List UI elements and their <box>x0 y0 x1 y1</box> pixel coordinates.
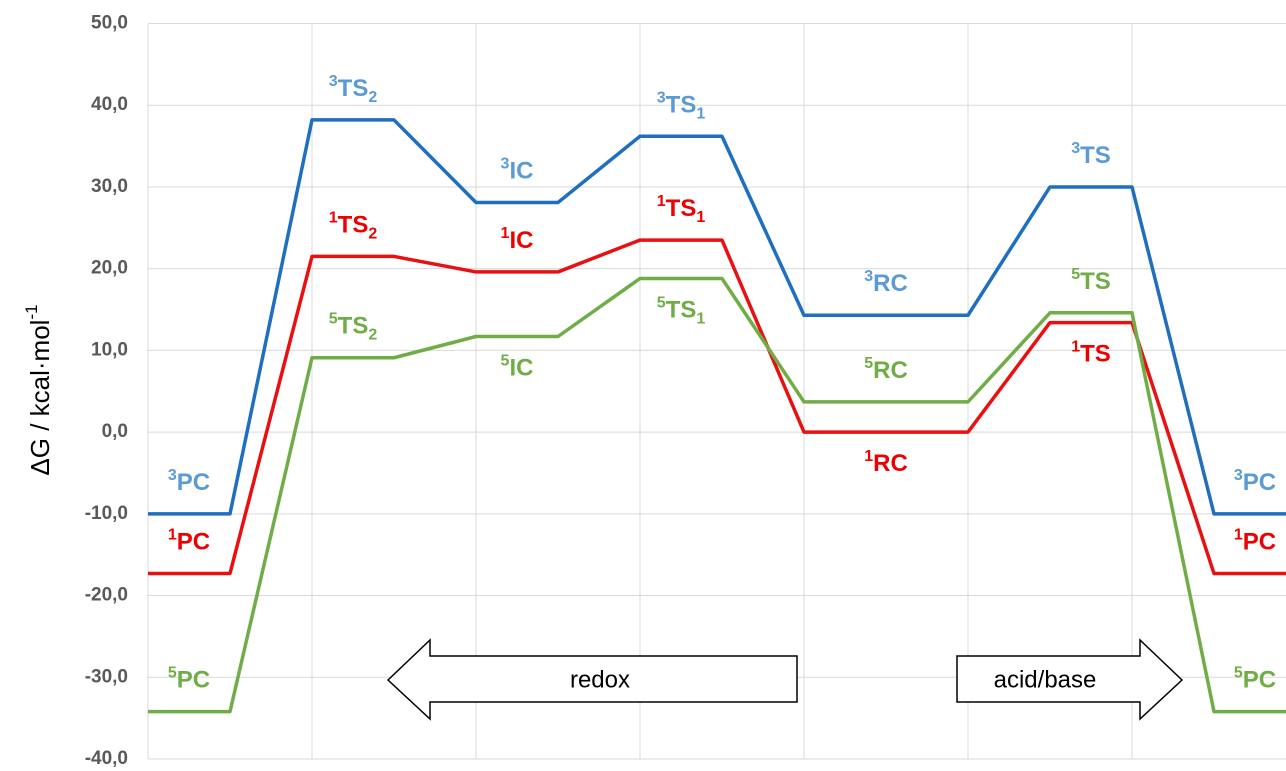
label-main: IC <box>509 158 533 185</box>
label-sub: 2 <box>368 327 377 344</box>
point-label: 3IC <box>501 156 534 185</box>
label-sup: 3 <box>329 73 338 90</box>
annotation: redox <box>570 666 630 693</box>
label-main: PC <box>1243 667 1276 694</box>
point-label: 1IC <box>501 225 534 254</box>
label-sup: 3 <box>1071 140 1080 157</box>
y-tick-label: 0,0 <box>102 421 128 442</box>
y-tick-label: 20,0 <box>91 258 128 279</box>
label-sup: 1 <box>1234 527 1243 544</box>
label-sup: 5 <box>1234 665 1243 682</box>
point-label: 1RC <box>864 448 908 477</box>
label-sup: 3 <box>501 156 510 173</box>
label-main: TS <box>1080 268 1111 295</box>
point-label: 1TS1 <box>657 193 706 226</box>
label-main: RC <box>873 450 908 477</box>
label-main: PC <box>1243 529 1276 556</box>
point-label: 3RC <box>864 268 908 297</box>
label-main: TS <box>338 212 369 239</box>
label-main: PC <box>1243 469 1276 496</box>
label-sup: 5 <box>1071 266 1080 283</box>
label-sup: 3 <box>1234 467 1243 484</box>
label-sub: 1 <box>696 209 705 226</box>
point-label: 1PC <box>1234 527 1276 556</box>
y-label-sup: -1 <box>22 304 41 319</box>
annotation: acid/base <box>994 666 1097 693</box>
y-tick-label: -40,0 <box>85 748 128 769</box>
label-main: PC <box>177 667 210 694</box>
point-label: 1TS2 <box>329 210 378 243</box>
label-sup: 5 <box>501 353 510 370</box>
label-sub: 1 <box>696 311 705 328</box>
point-label: 5PC <box>168 665 210 694</box>
label-sup: 1 <box>864 448 873 465</box>
point-label: 5RC <box>864 355 908 384</box>
y-tick-label: -10,0 <box>85 503 128 524</box>
label-sup: 1 <box>657 193 666 210</box>
series-line <box>148 276 1286 714</box>
label-main: TS <box>338 75 369 102</box>
y-tick-label: 30,0 <box>91 176 128 197</box>
y-label-text: ΔG / kcal·mol <box>25 320 55 476</box>
y-tick-label: 40,0 <box>91 94 128 115</box>
label-main: TS <box>666 92 697 119</box>
label-sup: 1 <box>1071 339 1080 356</box>
series-line <box>148 238 1286 576</box>
point-label: 3TS2 <box>329 73 378 106</box>
label-main: TS <box>666 195 697 222</box>
label-sup: 3 <box>864 268 873 285</box>
point-label: 3PC <box>168 467 210 496</box>
point-label: 5PC <box>1234 665 1276 694</box>
acid-base-arrow <box>956 638 1184 721</box>
label-sup: 5 <box>329 311 338 328</box>
label-sub: 2 <box>368 89 377 106</box>
y-axis-label: ΔG / kcal·mol-1 <box>22 304 54 475</box>
point-label: 1PC <box>168 527 210 556</box>
y-tick-label: -20,0 <box>85 585 128 606</box>
label-sub: 1 <box>696 105 705 122</box>
label-main: RC <box>873 357 908 384</box>
label-sup: 3 <box>168 467 177 484</box>
label-sup: 1 <box>329 210 338 227</box>
label-main: IC <box>509 227 533 254</box>
label-sup: 5 <box>864 355 873 372</box>
point-label: 5TS <box>1071 266 1111 295</box>
y-tick-label: -30,0 <box>85 666 128 687</box>
label-sup: 1 <box>501 225 510 242</box>
label-sup: 5 <box>168 665 177 682</box>
point-label: 5TS2 <box>329 311 378 344</box>
label-main: TS <box>338 313 369 340</box>
label-main: IC <box>509 355 533 382</box>
point-label: 1TS <box>1071 339 1111 368</box>
label-sub: 2 <box>368 226 377 243</box>
label-main: TS <box>1080 341 1111 368</box>
label-main: TS <box>1080 142 1111 169</box>
label-main: TS <box>666 297 697 324</box>
label-main: PC <box>177 529 210 556</box>
label-sup: 5 <box>657 295 666 312</box>
label-main: RC <box>873 271 908 298</box>
label-sup: 3 <box>657 89 666 106</box>
redox-arrow <box>386 638 798 721</box>
label-main: PC <box>177 469 210 496</box>
series-line <box>148 118 1286 516</box>
label-sup: 1 <box>168 527 177 544</box>
y-tick-label: 10,0 <box>91 339 128 360</box>
point-label: 5TS1 <box>657 295 706 328</box>
point-label: 3TS1 <box>657 89 706 122</box>
grid <box>147 23 1286 760</box>
y-tick-label: 50,0 <box>91 13 128 34</box>
point-label: 5IC <box>501 353 534 382</box>
point-label: 3TS <box>1071 140 1111 169</box>
point-label: 3PC <box>1234 467 1276 496</box>
